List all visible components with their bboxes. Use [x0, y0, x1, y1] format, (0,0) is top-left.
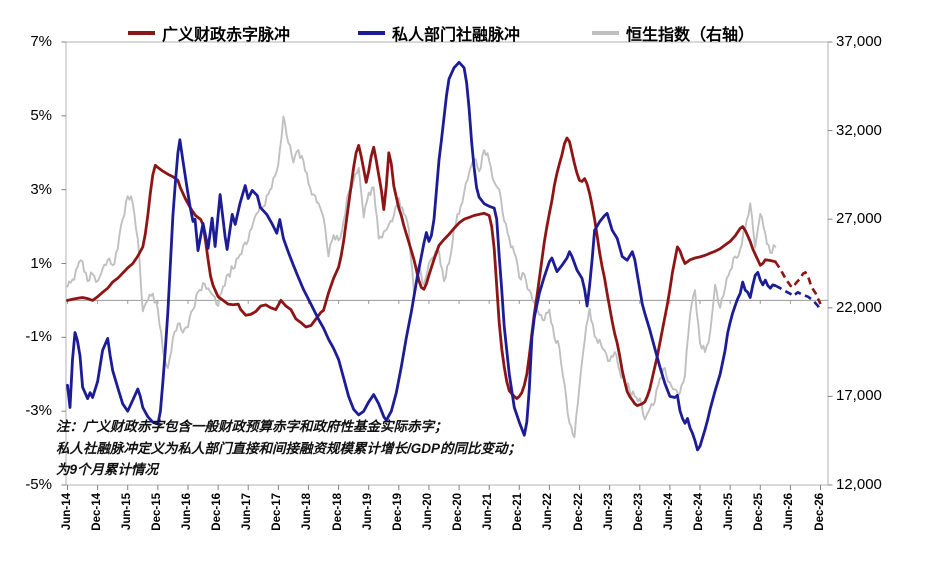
x-axis-tick-label: Jun-20 [421, 493, 434, 531]
x-axis-tick-label: Jun-18 [301, 493, 314, 531]
x-axis-tick-label: Dec-22 [572, 493, 585, 531]
right-axis-tick-label: 17,000 [836, 387, 882, 405]
left-axis-tick-label: -1% [25, 328, 52, 346]
footnote-line-2: 私人社融脉冲定义为私人部门直接和间接融资规模累计增长/GDP的同比变动； [56, 440, 522, 456]
fiscal-line-swatch [128, 31, 155, 35]
left-axis-tick-label: 7% [30, 33, 52, 50]
right-axis-tick-label: 32,000 [836, 121, 882, 139]
chart-footnote: 注：广义财政赤字包含一般财政预算赤字和政府性基金实际赤字； 私人社融脉冲定义为私… [56, 416, 521, 481]
x-axis-tick-label: Jun-22 [542, 493, 555, 531]
credit-line-swatch [358, 31, 385, 35]
footnote-line-3: 为9个月累计情况 [56, 462, 159, 477]
x-axis-tick-label: Dec-24 [693, 493, 706, 531]
left-axis-tick-label: -5% [25, 476, 52, 493]
x-axis-tick-label: Dec-20 [452, 493, 465, 531]
right-axis-tick-label: 12,000 [836, 476, 882, 493]
x-axis-tick-label: Jun-14 [60, 493, 73, 531]
x-axis-tick-label: Dec-21 [512, 493, 525, 531]
x-axis-tick-label: Jun-24 [662, 493, 675, 531]
x-axis-tick-label: Dec-25 [753, 493, 766, 531]
left-axis-tick-label: -3% [25, 402, 52, 420]
right-axis-tick-label: 37,000 [836, 33, 882, 50]
x-axis-tick-label: Dec-26 [813, 493, 826, 531]
x-axis-tick-label: Jun-23 [602, 493, 615, 531]
x-axis-tick-label: Jun-19 [361, 493, 374, 531]
legend-label-fiscal: 广义财政赤字脉冲 [162, 27, 291, 44]
legend-entry-hsi: 恒生指数（右轴） [592, 22, 754, 44]
x-axis-tick-label: Dec-18 [331, 493, 344, 531]
x-axis-tick-label: Jun-15 [120, 493, 133, 531]
left-axis-tick-label: 1% [30, 254, 52, 272]
x-axis-tick-label: Dec-14 [90, 493, 103, 531]
legend-label-hsi: 恒生指数（右轴） [626, 27, 755, 44]
x-axis-tick-label: Dec-17 [271, 493, 284, 531]
hsi-line-swatch [592, 31, 619, 35]
x-axis-tick-label: Jun-25 [723, 493, 736, 531]
legend-entry-credit: 私人部门社融脉冲 [358, 22, 520, 44]
footnote-line-1: 注：广义财政赤字包含一般财政预算赤字和政府性基金实际赤字； [56, 419, 448, 434]
x-axis-tick-label: Dec-16 [211, 493, 224, 531]
legend-entry-fiscal: 广义财政赤字脉冲 [128, 22, 290, 44]
left-axis-tick-label: 3% [30, 180, 52, 198]
right-axis-tick-label: 22,000 [836, 298, 882, 316]
right-axis-tick-label: 27,000 [836, 210, 882, 228]
x-axis-tick-label: Jun-21 [482, 493, 495, 531]
x-axis-tick-label: Dec-15 [150, 493, 163, 531]
x-axis-tick-label: Dec-23 [632, 493, 645, 531]
x-axis-tick-label: Dec-19 [391, 493, 404, 531]
left-axis-tick-label: 5% [30, 106, 52, 124]
x-axis-tick-label: Jun-26 [783, 493, 796, 531]
x-axis-tick-label: Jun-17 [241, 493, 254, 531]
x-axis-tick-label: Jun-16 [180, 493, 193, 531]
legend-label-credit: 私人部门社融脉冲 [392, 27, 521, 44]
